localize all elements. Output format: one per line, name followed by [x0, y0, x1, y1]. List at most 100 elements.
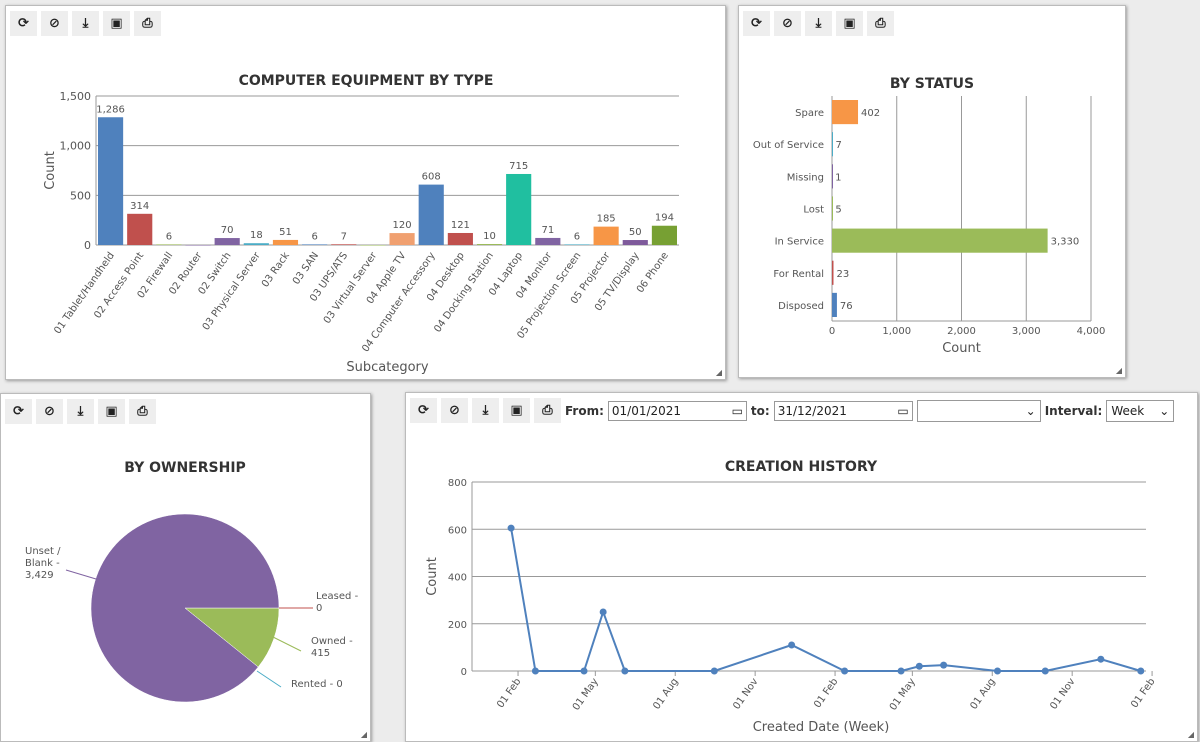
refresh-button[interactable]: ⟳ — [5, 399, 32, 424]
data-point — [1041, 667, 1049, 675]
data-point — [507, 524, 515, 532]
data-point — [841, 667, 849, 675]
bar — [302, 244, 328, 245]
hide-button[interactable]: ⊘ — [774, 11, 801, 36]
interval-select[interactable]: Week ⌄ — [1106, 399, 1175, 422]
bar — [360, 245, 386, 246]
data-label: 18 — [250, 230, 263, 241]
hide-button[interactable]: ⊘ — [441, 398, 468, 423]
hide-button[interactable]: ⊘ — [41, 11, 68, 36]
from-date-input[interactable]: 01/01/2021 ▭ — [607, 400, 747, 421]
chevron-down-icon: ⌄ — [1159, 403, 1170, 418]
resize-handle[interactable]: ◢ — [1115, 366, 1122, 375]
data-point — [915, 662, 923, 670]
x-tick-label: 1,000 — [882, 326, 911, 337]
refresh-icon: ⟳ — [751, 16, 762, 31]
bar — [832, 292, 837, 317]
download-button[interactable]: ⤓ — [805, 11, 832, 36]
calendar-icon[interactable]: ▭ — [731, 403, 743, 418]
data-label: 715 — [509, 161, 528, 172]
chart-title: CREATION HISTORY — [725, 459, 878, 475]
equipment-by-type-chart: COMPUTER EQUIPMENT BY TYPE 0 500 1,000 1,500… — [43, 73, 679, 375]
data-label: 6 — [166, 231, 172, 242]
y-tick-label: 1,500 — [60, 90, 92, 103]
data-label: 1 — [835, 172, 841, 183]
image-button[interactable]: ▣ — [836, 11, 863, 36]
leader-line — [272, 636, 302, 652]
data-label: 7 — [835, 140, 841, 151]
toolbar: ⟳ ⊘ ⤓ ▣ ⎙ — [5, 399, 156, 424]
x-tick-label: 04 Docking Station — [432, 250, 496, 334]
y-tick-label: 800 — [448, 478, 467, 489]
hide-button[interactable]: ⊘ — [36, 399, 63, 424]
interval-select-value: Week — [1111, 403, 1145, 418]
print-button[interactable]: ⎙ — [534, 398, 561, 423]
by-ownership-panel: ⟳ ⊘ ⤓ ▣ ⎙ BY OWNERSHIP Leased -0 Owned -415 Ren… — [0, 393, 371, 742]
x-tick-label: 01 Feb — [495, 676, 523, 710]
x-axis-label: Created Date (Week) — [753, 720, 890, 735]
image-icon: ▣ — [105, 404, 118, 419]
y-tick-label: Lost — [803, 205, 824, 216]
x-tick-label: 2,000 — [947, 326, 976, 337]
x-tick-label: 01 Nov — [1048, 676, 1077, 711]
toolbar: ⟳ ⊘ ⤓ ▣ ⎙ — [743, 11, 894, 36]
download-icon: ⤓ — [82, 16, 89, 31]
bar — [389, 233, 415, 245]
bar — [185, 245, 211, 246]
calendar-icon[interactable]: ▭ — [897, 403, 909, 418]
data-label: 608 — [422, 172, 441, 183]
image-button[interactable]: ▣ — [98, 399, 125, 424]
download-button[interactable]: ⤓ — [67, 399, 94, 424]
data-point — [531, 667, 539, 675]
print-button[interactable]: ⎙ — [134, 11, 161, 36]
image-button[interactable]: ▣ — [503, 398, 530, 423]
slice-label: Unset / Blank -3,429 — [25, 546, 61, 581]
bar — [98, 117, 124, 245]
refresh-button[interactable]: ⟳ — [10, 11, 37, 36]
x-tick-label: 0 — [829, 326, 835, 337]
data-point — [621, 667, 629, 675]
data-label: 7 — [341, 231, 347, 242]
hide-icon: ⊘ — [782, 16, 793, 31]
x-tick-label: 03 Physical Server — [201, 250, 264, 333]
by-status-panel: ⟳ ⊘ ⤓ ▣ ⎙ BY STATUS 0 1,000 2,000 3,000 4,000 Coun… — [738, 5, 1126, 378]
resize-handle[interactable]: ◢ — [1187, 730, 1194, 739]
x-tick-label: 01 Aug — [651, 676, 680, 711]
x-tick-label: 01 Nov — [731, 676, 760, 711]
bar — [832, 164, 833, 189]
x-tick-label: 01 Aug — [968, 676, 997, 711]
refresh-icon: ⟳ — [18, 16, 29, 31]
refresh-button[interactable]: ⟳ — [743, 11, 770, 36]
print-icon: ⎙ — [875, 16, 886, 31]
to-date-value: 31/12/2021 — [777, 403, 847, 418]
download-button[interactable]: ⤓ — [472, 398, 499, 423]
print-icon: ⎙ — [542, 403, 553, 418]
leader-line — [65, 569, 97, 580]
y-tick-label: 0 — [84, 239, 91, 252]
to-date-input[interactable]: 31/12/2021 ▭ — [773, 400, 913, 421]
x-tick-label: 03 Virtual Server — [322, 250, 380, 326]
data-point — [1137, 667, 1145, 675]
download-icon: ⤓ — [482, 403, 489, 418]
refresh-button[interactable]: ⟳ — [410, 398, 437, 423]
refresh-icon: ⟳ — [13, 404, 24, 419]
print-button[interactable]: ⎙ — [867, 11, 894, 36]
x-tick-label: 03 Rack — [260, 250, 292, 289]
image-button[interactable]: ▣ — [103, 11, 130, 36]
y-tick-label: 0 — [461, 667, 467, 678]
print-button[interactable]: ⎙ — [129, 399, 156, 424]
data-label: 1,286 — [96, 104, 125, 115]
data-label: 194 — [655, 213, 674, 224]
resize-handle[interactable]: ◢ — [360, 730, 367, 739]
bar — [156, 244, 182, 245]
resize-handle[interactable]: ◢ — [715, 368, 722, 377]
slice-label: Owned -415 — [311, 636, 353, 659]
y-tick-label: Disposed — [778, 301, 824, 312]
by-status-chart: BY STATUS 0 1,000 2,000 3,000 4,000 Count 402 Sp… — [753, 76, 1105, 356]
creation-history-chart: CREATION HISTORY 0 200 400 600 800 Count 01 Feb… — [425, 459, 1158, 735]
download-icon: ⤓ — [77, 404, 84, 419]
y-axis-label: Count — [425, 557, 440, 596]
y-axis-label: Count — [43, 151, 58, 190]
download-button[interactable]: ⤓ — [72, 11, 99, 36]
filter-select[interactable]: ⌄ — [916, 399, 1041, 422]
